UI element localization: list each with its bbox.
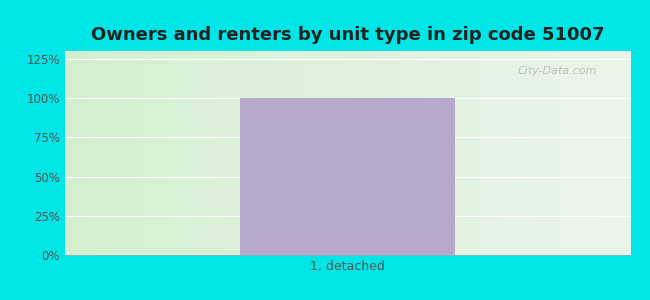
- Title: Owners and renters by unit type in zip code 51007: Owners and renters by unit type in zip c…: [91, 26, 604, 44]
- Bar: [240, 98, 455, 255]
- Text: City-Data.com: City-Data.com: [517, 66, 597, 76]
